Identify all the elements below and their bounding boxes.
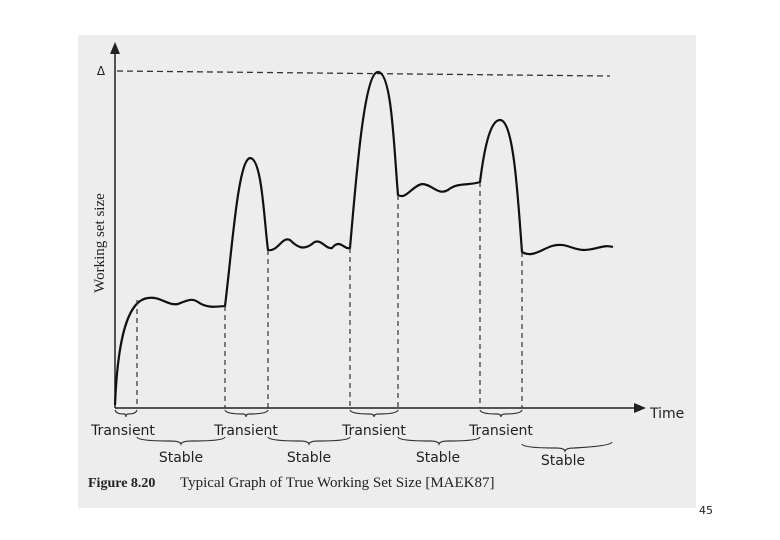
brace bbox=[521, 441, 613, 453]
caption-number: Figure 8.20 bbox=[88, 476, 155, 491]
phase-label: Transient bbox=[341, 423, 406, 439]
phase-label: Transient bbox=[468, 423, 533, 439]
phase-label: Stable bbox=[159, 450, 203, 466]
phase-braces bbox=[114, 409, 613, 453]
brace bbox=[349, 409, 399, 418]
y-axis-label: Working set size bbox=[92, 193, 108, 293]
caption-text: Typical Graph of True Working Set Size [… bbox=[180, 475, 495, 491]
brace bbox=[397, 436, 481, 446]
x-arrow bbox=[634, 403, 646, 413]
x-axis-label: Time bbox=[649, 406, 684, 422]
phase-label: Stable bbox=[416, 450, 460, 466]
working-set-curve bbox=[113, 70, 614, 406]
max-label: Δ bbox=[97, 64, 106, 78]
phase-boundaries bbox=[136, 182, 523, 408]
page-number: 45 bbox=[699, 504, 713, 517]
brace bbox=[114, 409, 138, 418]
max-line bbox=[116, 70, 611, 77]
brace bbox=[136, 436, 226, 446]
brace bbox=[267, 436, 351, 446]
brace bbox=[224, 409, 269, 418]
phase-label: Transient bbox=[90, 423, 155, 439]
phase-label: Stable bbox=[287, 450, 331, 466]
phase-label: Transient bbox=[213, 423, 278, 439]
y-arrow bbox=[110, 42, 120, 54]
figure-background bbox=[78, 35, 696, 508]
brace bbox=[479, 409, 523, 418]
phase-label: Stable bbox=[541, 453, 585, 469]
